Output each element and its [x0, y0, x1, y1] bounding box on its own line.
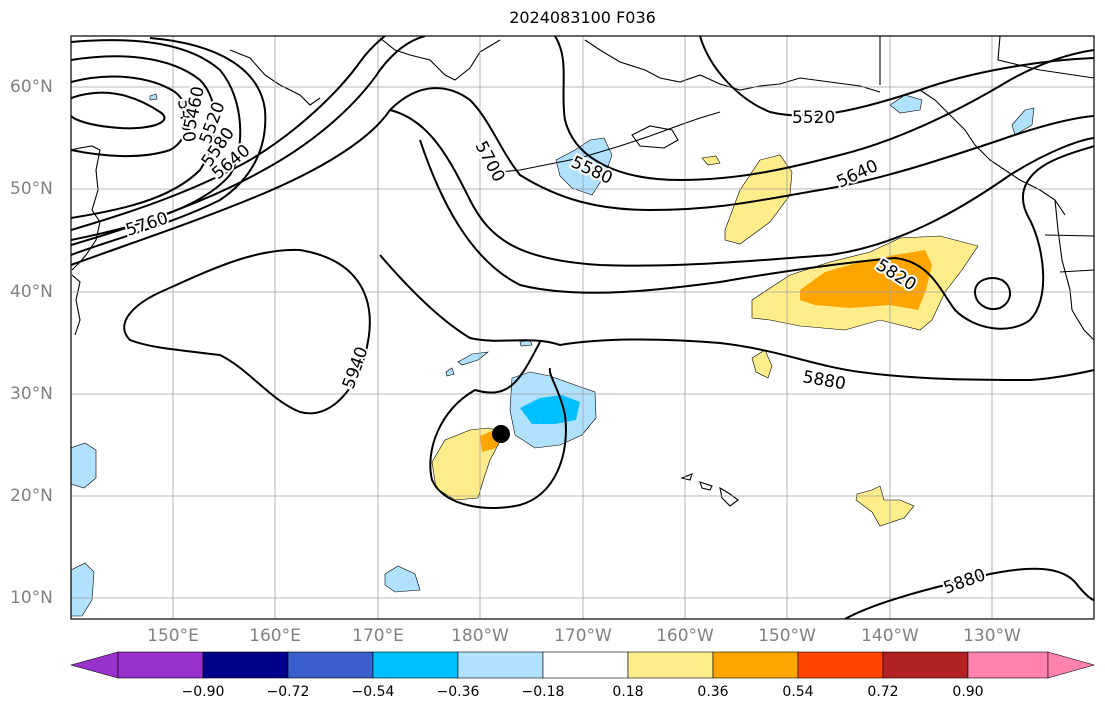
- lon-label: 170°E: [352, 626, 404, 646]
- coastlines: [71, 36, 1094, 507]
- contour-line: [699, 36, 1094, 117]
- lat-label: 60°N: [10, 77, 53, 97]
- colorbar-extend-high: [1047, 651, 1096, 679]
- negative-anomaly-area: [445, 367, 455, 377]
- contour-label: 5880: [941, 565, 988, 599]
- lat-label: 10°N: [10, 588, 53, 608]
- lat-label: 30°N: [10, 384, 53, 404]
- negative-anomaly-area: [1011, 107, 1035, 136]
- storm-center-marker: [492, 425, 510, 443]
- gridlines: [71, 36, 1094, 619]
- negative-anomaly-area: [149, 93, 158, 101]
- colorbar-tick-label: 0.36: [697, 684, 729, 700]
- contour-line: [71, 87, 1094, 266]
- coastline: [699, 481, 713, 491]
- lon-label: 130°W: [963, 626, 1021, 646]
- negative-anomaly-area: [457, 351, 490, 366]
- contour-line: [71, 37, 267, 256]
- contour-line: [71, 91, 166, 130]
- lat-label: 40°N: [10, 282, 53, 302]
- coastline: [584, 39, 881, 93]
- colorbar-tick-label: −0.18: [521, 684, 565, 700]
- positive-anomaly-area: [751, 349, 773, 379]
- contour-label: 5880: [801, 367, 847, 394]
- height-contours: [71, 36, 1094, 619]
- colorbar-tick-label: 0.72: [867, 684, 899, 700]
- contour-label: 5760: [123, 208, 170, 240]
- colorbar-tick-label: −0.72: [266, 684, 310, 700]
- coastline: [71, 274, 81, 336]
- positive-anomaly-area: [800, 250, 932, 310]
- lon-label: 170°W: [554, 626, 612, 646]
- coastline: [1044, 234, 1094, 237]
- negative-anomaly-area: [384, 565, 421, 593]
- contour-line: [419, 139, 1094, 330]
- contour-line: [844, 567, 1094, 619]
- colorbar-extend-low: [69, 651, 119, 679]
- lat-label: 50°N: [10, 179, 53, 199]
- contour-line: [973, 277, 1011, 310]
- contour-label: 5700: [471, 138, 509, 186]
- coastline: [919, 89, 1066, 216]
- contour-line: [71, 36, 386, 231]
- lon-label: 140°W: [861, 626, 919, 646]
- contour-labels: 5400 5460 5520 5580 5640 5700 5760 5580 …: [121, 83, 990, 601]
- contour-line: [429, 341, 567, 510]
- contour-line: [389, 109, 1094, 267]
- negative-anomaly-area: [71, 562, 95, 617]
- colorbar-tick-label: 0.54: [782, 684, 814, 700]
- lon-label: 150°W: [758, 626, 816, 646]
- coastline: [71, 145, 101, 271]
- coastline: [1054, 199, 1094, 341]
- lon-label: 150°E: [147, 626, 199, 646]
- coastline: [631, 125, 679, 149]
- coastline: [680, 473, 693, 481]
- negative-anomaly-area: [71, 442, 97, 489]
- lat-label: 20°N: [10, 486, 53, 506]
- colorbar-tick-label: 0.18: [612, 684, 644, 700]
- coastline: [379, 37, 501, 81]
- contour-label: 5640: [834, 156, 882, 192]
- contour-line: [554, 36, 1094, 182]
- colorbar-tick-label: −0.36: [436, 684, 480, 700]
- coastline: [1059, 269, 1094, 273]
- anomaly-shading: [71, 93, 1035, 617]
- coastline: [229, 49, 321, 106]
- contour-line: [71, 55, 216, 219]
- lon-label: 160°W: [656, 626, 714, 646]
- contour-label: 5940: [339, 344, 373, 391]
- colorbar: [69, 651, 1096, 679]
- map-title: 2024083100 F036: [509, 8, 656, 27]
- positive-anomaly-area: [701, 155, 721, 166]
- colorbar-tick-label: −0.90: [181, 684, 225, 700]
- contour-line: [123, 248, 371, 415]
- coastline: [997, 36, 1094, 79]
- lon-label: 180°W: [451, 626, 509, 646]
- coastline: [719, 486, 739, 507]
- coastline: [499, 111, 721, 173]
- positive-anomaly-area: [855, 485, 915, 527]
- contour-line: [379, 254, 1094, 382]
- plot-frame: [70, 35, 1095, 620]
- colorbar-tick-label: 0.90: [952, 684, 984, 700]
- contour-line: [71, 75, 189, 158]
- contour-line: [71, 36, 426, 246]
- lon-label: 160°E: [249, 626, 301, 646]
- colorbar-tick-label: −0.54: [351, 684, 395, 700]
- contour-label: 5520: [792, 108, 835, 128]
